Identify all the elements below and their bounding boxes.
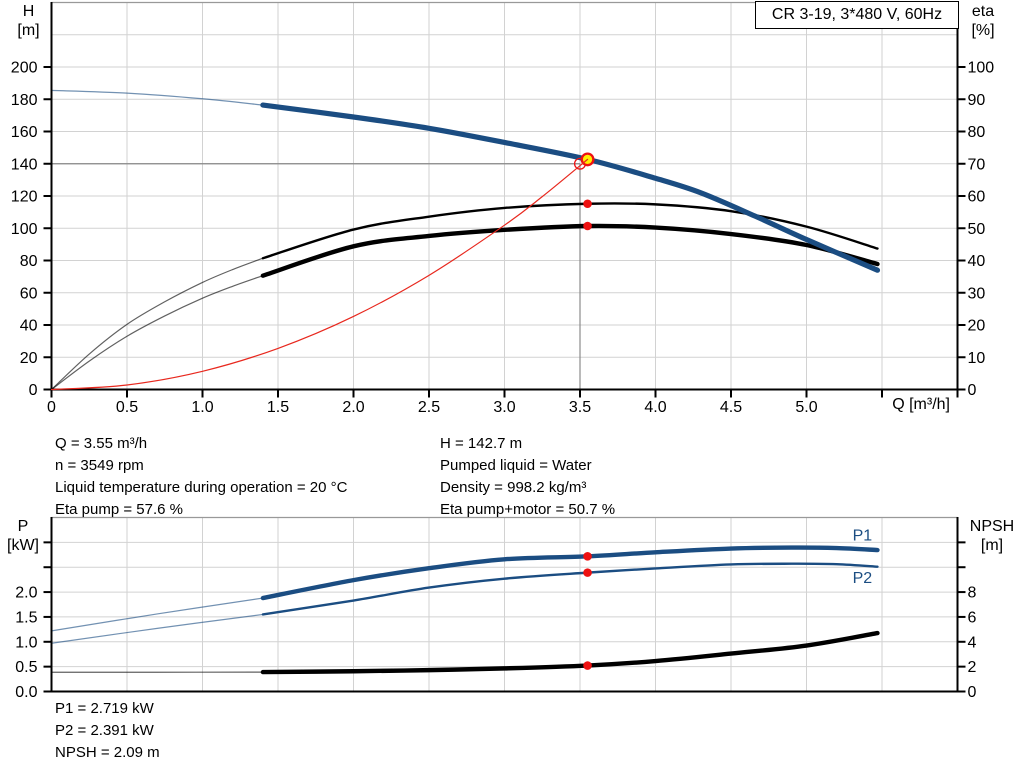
y-axis-right-tick-label: 50 — [968, 221, 986, 238]
y-axis-left-tick-label: 120 — [11, 189, 38, 206]
y-axis-left-tick-label: 100 — [11, 221, 38, 238]
p-axis-name: P — [17, 518, 29, 535]
h-axis-title: H [m] — [8, 2, 49, 40]
y-axis-left-tick-label: 200 — [11, 60, 38, 77]
y-axis-left-tick-label: 0 — [29, 382, 38, 399]
npsh-axis-name: NPSH — [969, 518, 1015, 535]
h-axis-unit: [m] — [17, 22, 40, 39]
info-h: H = 142.7 m — [440, 435, 523, 452]
y-axis-right-tick-label: 20 — [968, 318, 986, 335]
p-axis-title: P [kW] — [0, 517, 46, 555]
info-eta-pump-motor: Eta pump+motor = 50.7 % — [440, 501, 616, 518]
eta-axis-title: eta [%] — [958, 2, 1008, 40]
head-curve — [260, 102, 881, 273]
eta-axis-unit: [%] — [971, 22, 995, 39]
p1-curve-min-flow-segment — [50, 597, 264, 632]
y-axis-right-tick-label: 0 — [968, 382, 977, 399]
power-npsh-chart: 0.0 0.5 1.0 1.5 2.0 0 2 4 6 8 P1 P2 — [15, 516, 977, 701]
p2-curve — [261, 562, 879, 616]
x-axis-tick-label: 1.5 — [267, 399, 289, 416]
eta-pump-motor-curve — [260, 223, 880, 278]
y-axis-left-tick-label: 80 — [20, 253, 38, 270]
p2-curve-min-flow-segment — [50, 613, 264, 644]
p1-at-duty-dot — [583, 552, 592, 561]
y-axis-left-tick-label: 60 — [20, 285, 38, 302]
series-label-p1: P1 — [853, 528, 873, 545]
p1-curve — [260, 545, 880, 601]
series-label-p2: P2 — [853, 570, 873, 587]
y-axis-right-tick-label: 100 — [968, 60, 995, 77]
y-axis-right-tick-label: 10 — [968, 350, 986, 367]
y-axis-right-tick-label: 6 — [968, 609, 977, 626]
y-axis-left-tick-label: 160 — [11, 124, 38, 141]
pump-title-label: CR 3-19, 3*480 V, 60Hz — [771, 6, 943, 23]
y-axis-right-tick-label: 70 — [968, 156, 986, 173]
p2-at-duty-dot — [583, 568, 592, 577]
y-axis-right-tick-label: 4 — [968, 634, 977, 651]
result-npsh: NPSH = 2.09 m — [55, 744, 160, 761]
x-axis-tick-label: 2.5 — [418, 399, 440, 416]
system-curve — [50, 158, 589, 391]
y-axis-right-tick-label: 0 — [968, 684, 977, 701]
pump-title-box: CR 3-19, 3*480 V, 60Hz — [755, 1, 959, 29]
y-axis-right-tick-label: 30 — [968, 285, 986, 302]
eta-axis-name: eta — [971, 3, 995, 20]
y-axis-left-tick-label: 20 — [20, 350, 38, 367]
npsh-axis-unit: [m] — [980, 537, 1004, 554]
x-axis-tick-label: 3.5 — [569, 399, 591, 416]
y-axis-right-tick-label: 90 — [968, 92, 986, 109]
x-axis-tick-label: 4.5 — [720, 399, 742, 416]
duty-info-left-column: Q = 3.55 m³/h n = 3549 rpm Liquid temper… — [55, 433, 347, 521]
info-pumped-liquid: Pumped liquid = Water — [440, 457, 592, 474]
y-axis-left-tick-label: 1.5 — [15, 609, 37, 626]
info-speed: n = 3549 rpm — [55, 457, 144, 474]
x-axis-tick-label: 1.0 — [191, 399, 213, 416]
y-axis-right-tick-label: 8 — [968, 585, 977, 602]
y-axis-left-tick-label: 0.5 — [15, 659, 37, 676]
eta-pump-motor-curve-min-flow-segment — [50, 275, 264, 391]
y-axis-left-tick-label: 0.0 — [15, 684, 37, 701]
head-curve-min-flow-segment — [50, 89, 264, 106]
x-axis-tick-label: 0 — [47, 399, 56, 416]
p-axis-unit: [kW] — [7, 537, 39, 554]
x-axis-tick-label: 3.0 — [493, 399, 515, 416]
y-axis-right-tick-label: 80 — [968, 124, 986, 141]
npsh-axis-title: NPSH [m] — [966, 517, 1018, 555]
y-axis-right-tick-label: 60 — [968, 189, 986, 206]
eta-pump-curve-min-flow-segment — [50, 257, 264, 391]
npsh-at-duty-dot — [583, 661, 592, 670]
q-axis-title: Q [m³/h] — [892, 396, 950, 413]
eta-pump-at-duty-dot — [583, 199, 592, 209]
result-p2: P2 = 2.391 kW — [55, 722, 154, 739]
duty-info-right-column: H = 142.7 m Pumped liquid = Water Densit… — [440, 433, 615, 521]
eta-pump-motor-at-duty-dot — [583, 221, 592, 231]
result-p1: P1 = 2.719 kW — [55, 700, 154, 717]
h-axis-name: H — [22, 3, 35, 20]
info-density: Density = 998.2 kg/m³ — [440, 479, 587, 496]
info-q: Q = 3.55 m³/h — [55, 435, 148, 452]
x-axis-tick-label: 0.5 — [116, 399, 138, 416]
x-axis-tick-label: 2.0 — [342, 399, 364, 416]
y-axis-left-tick-label: 40 — [20, 318, 38, 335]
y-axis-right-tick-label: 40 — [968, 253, 986, 270]
power-npsh-results: P1 = 2.719 kW P2 = 2.391 kW NPSH = 2.09 … — [55, 698, 160, 764]
x-axis-tick-label: 4.0 — [644, 399, 666, 416]
y-axis-left-tick-label: 1.0 — [15, 634, 37, 651]
performance-chart: 0 20 40 60 80 100 120 140 160 180 200 0 10 20 30 40 50 60… — [11, 1, 995, 416]
y-axis-right-tick-label: 2 — [968, 659, 977, 676]
y-axis-left-tick-label: 140 — [11, 156, 38, 173]
info-liquid-temperature: Liquid temperature during operation = 20… — [55, 479, 348, 496]
info-eta-pump: Eta pump = 57.6 % — [55, 501, 183, 518]
x-axis-tick-label: 5.0 — [795, 399, 817, 416]
y-axis-left-tick-label: 180 — [11, 92, 38, 109]
y-axis-left-tick-label: 2.0 — [15, 585, 37, 602]
